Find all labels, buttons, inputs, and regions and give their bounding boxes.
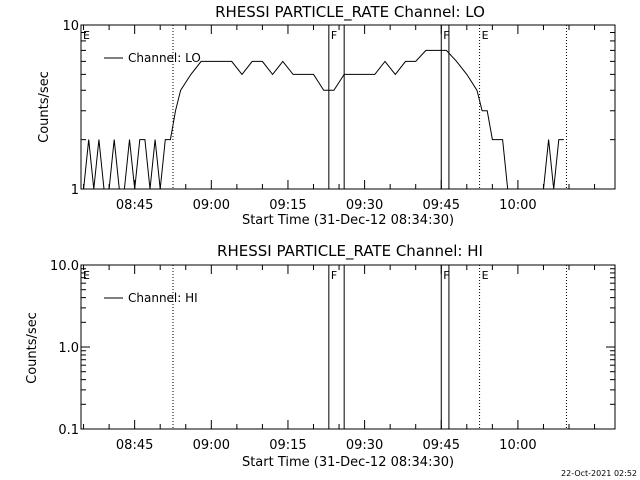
y-axis-ticks: 1 10 bbox=[62, 19, 615, 198]
event-marker-label: F bbox=[331, 269, 337, 282]
series-line bbox=[83, 49, 564, 190]
event-marker-label: E bbox=[83, 269, 90, 282]
x-tick-label: 10:00 bbox=[499, 438, 536, 453]
x-tick-label: 09:30 bbox=[346, 438, 383, 453]
y-tick-label: 1.0 bbox=[58, 341, 79, 356]
y-tick-label: 10 bbox=[62, 19, 79, 34]
chart-panel-hi: RHESSI PARTICLE_RATE Channel: HI 0.1 1.0 1… bbox=[25, 242, 616, 470]
x-tick-label: 08:45 bbox=[116, 438, 153, 453]
x-tick-label: 09:00 bbox=[193, 438, 230, 453]
y-axis-label: Counts/sec bbox=[37, 71, 52, 143]
plot-frame bbox=[80, 24, 616, 190]
chart-panel-lo: RHESSI PARTICLE_RATE Channel: LO 1 10 08:… bbox=[37, 3, 616, 228]
y-axis-ticks: 0.1 1.0 10.0 bbox=[50, 259, 615, 438]
x-tick-label: 09:30 bbox=[346, 198, 383, 213]
legend: Channel: LO bbox=[104, 51, 201, 65]
x-axis-label: Start Time (31-Dec-12 08:34:30) bbox=[242, 213, 454, 228]
y-axis-label: Counts/sec bbox=[25, 312, 40, 384]
x-axis-ticks: 08:45 09:00 09:15 09:30 09:45 10:00 bbox=[83, 265, 596, 453]
legend-label: Channel: HI bbox=[128, 291, 198, 305]
x-tick-label: 09:15 bbox=[269, 198, 306, 213]
legend: Channel: HI bbox=[104, 291, 198, 305]
event-marker-label: F bbox=[443, 29, 449, 42]
event-marker-label: F bbox=[331, 29, 337, 42]
x-axis-ticks: 08:45 09:00 09:15 09:30 09:45 10:00 bbox=[83, 25, 596, 213]
x-tick-label: 09:00 bbox=[193, 198, 230, 213]
x-tick-label: 09:15 bbox=[269, 438, 306, 453]
chart-title: RHESSI PARTICLE_RATE Channel: LO bbox=[215, 3, 485, 22]
x-tick-label: 08:45 bbox=[116, 198, 153, 213]
legend-label: Channel: LO bbox=[128, 51, 201, 65]
event-marker-label: E bbox=[482, 29, 489, 42]
x-tick-label: 09:45 bbox=[423, 198, 460, 213]
x-axis-label: Start Time (31-Dec-12 08:34:30) bbox=[242, 455, 454, 470]
y-tick-label: 0.1 bbox=[58, 423, 79, 438]
chart-title: RHESSI PARTICLE_RATE Channel: HI bbox=[217, 242, 483, 261]
x-tick-label: 10:00 bbox=[499, 198, 536, 213]
plot-frame bbox=[80, 264, 616, 430]
x-tick-label: 09:45 bbox=[423, 438, 460, 453]
event-marker-label: E bbox=[482, 269, 489, 282]
series-lo bbox=[83, 49, 564, 190]
y-tick-label: 10.0 bbox=[50, 259, 79, 274]
event-marker-label: E bbox=[83, 29, 90, 42]
y-tick-label: 1 bbox=[71, 183, 79, 198]
generation-timestamp: 22-Oct-2021 02:52 bbox=[561, 469, 637, 478]
event-marker-label: F bbox=[443, 269, 449, 282]
